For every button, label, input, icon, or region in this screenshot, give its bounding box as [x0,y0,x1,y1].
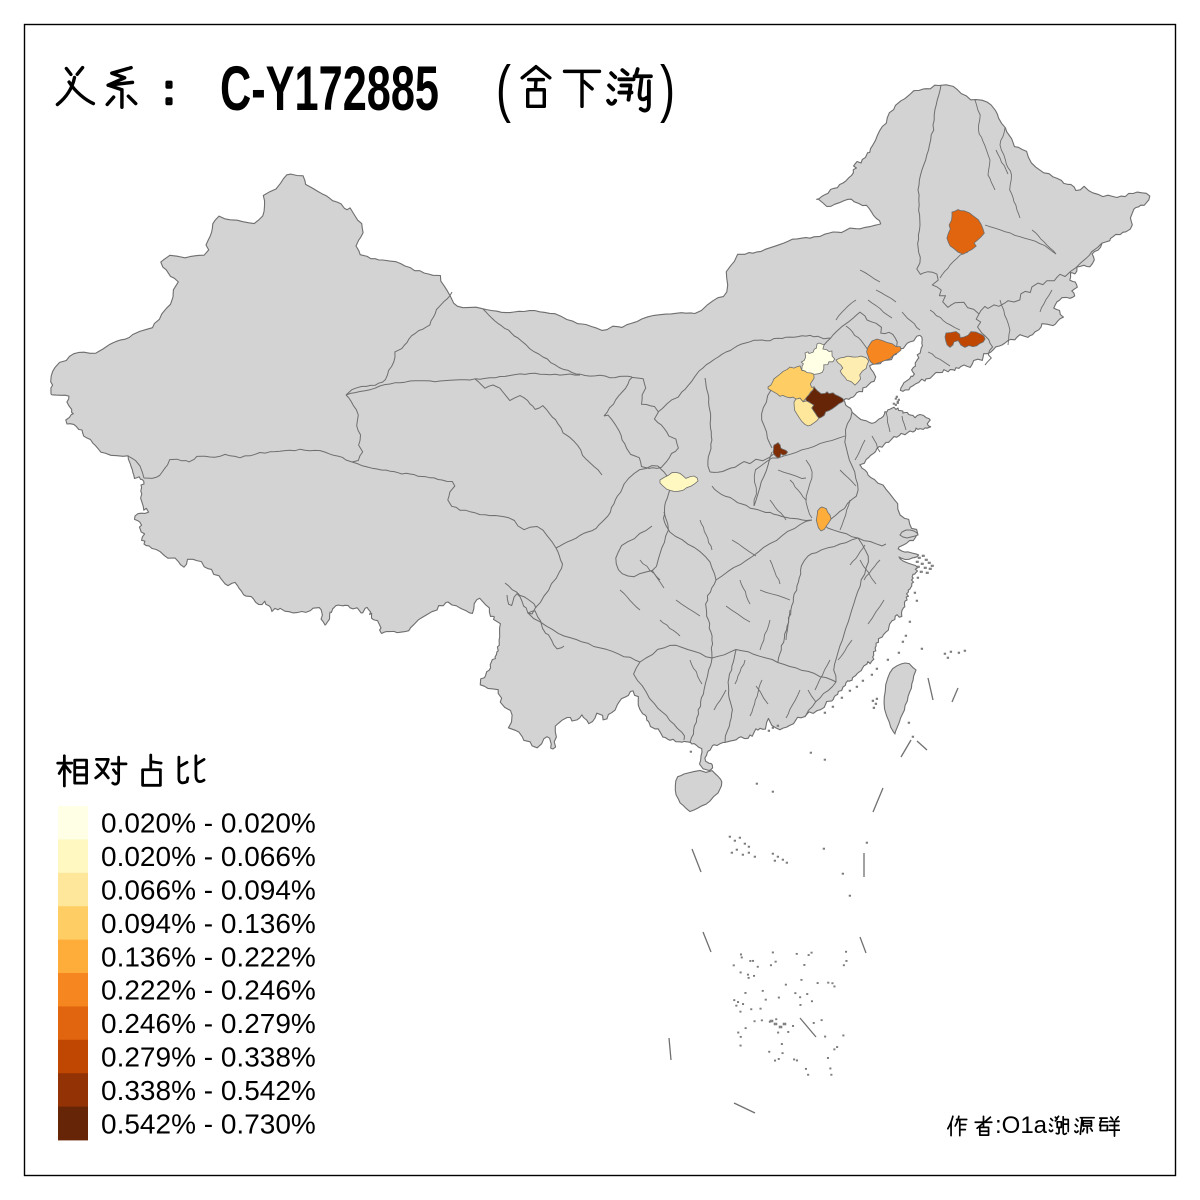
svg-text:0.279% - 0.338%: 0.279% - 0.338% [101,1042,316,1073]
svg-text:0.338% - 0.542%: 0.338% - 0.542% [101,1075,316,1106]
svg-text:0.542% - 0.730%: 0.542% - 0.730% [101,1108,316,1139]
svg-text:0.222% - 0.246%: 0.222% - 0.246% [101,975,316,1006]
svg-text:0.246% - 0.279%: 0.246% - 0.279% [101,1008,316,1039]
svg-text:0.066% - 0.094%: 0.066% - 0.094% [101,875,316,906]
svg-text::O1a: :O1a [995,1112,1048,1139]
svg-text:0.094% - 0.136%: 0.094% - 0.136% [101,908,316,939]
svg-text:0.136% - 0.222%: 0.136% - 0.222% [101,941,316,972]
svg-text:C-Y172885: C-Y172885 [220,54,439,124]
svg-text:): ) [660,54,675,124]
svg-text:0.020% - 0.020%: 0.020% - 0.020% [101,808,316,839]
svg-text:0.020% - 0.066%: 0.020% - 0.066% [101,841,316,872]
svg-text:(: ( [496,54,511,124]
